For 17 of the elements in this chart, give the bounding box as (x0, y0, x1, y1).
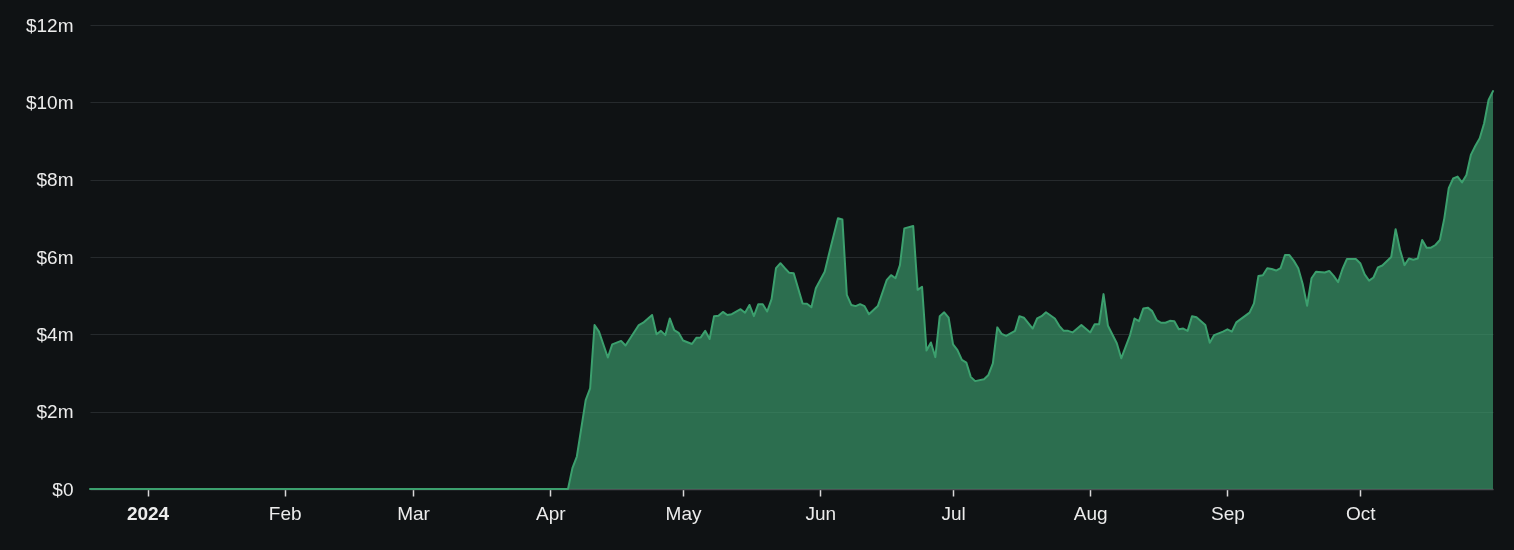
x-tick-label: Jun (805, 502, 837, 524)
x-tick-label: Mar (397, 502, 431, 524)
x-tick-label: Sep (1211, 502, 1245, 524)
y-tick-label: $6m (36, 246, 74, 268)
y-tick-label: $4m (36, 323, 74, 345)
y-tick-label: $8m (36, 169, 74, 191)
x-tick-label: 2024 (126, 502, 170, 524)
x-tick-label: Jul (941, 502, 966, 524)
x-tick-label: Oct (1345, 502, 1377, 524)
x-tick-label: Aug (1073, 502, 1108, 524)
y-tick-label: $0 (52, 478, 74, 500)
y-tick-label: $2m (36, 401, 74, 423)
x-tick-label: May (665, 502, 703, 524)
x-tick-label: Apr (536, 502, 567, 524)
y-tick-label: $12m (25, 14, 74, 36)
x-tick-label: Feb (268, 502, 302, 524)
y-tick-label: $10m (25, 91, 74, 113)
